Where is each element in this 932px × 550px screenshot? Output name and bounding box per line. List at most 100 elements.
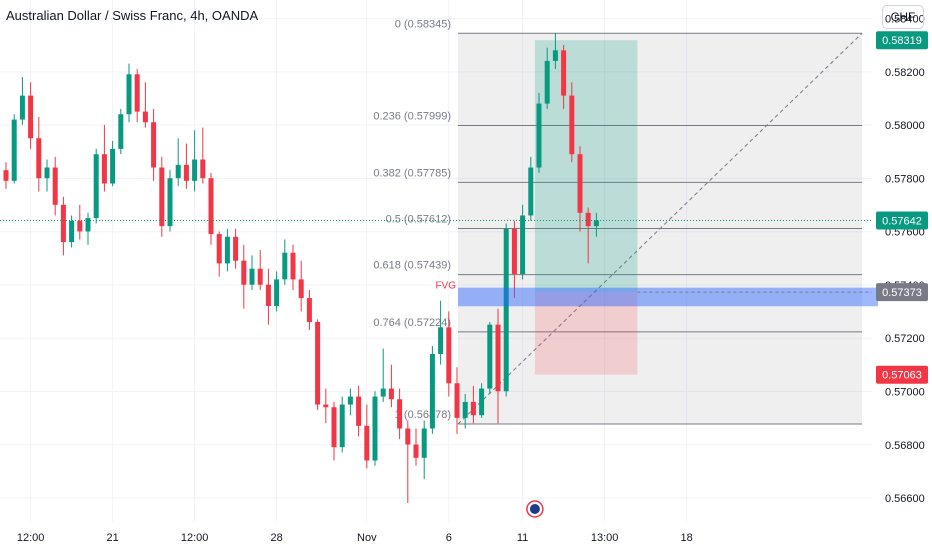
candle-body	[282, 252, 288, 280]
candle-body	[577, 154, 583, 213]
price-axis[interactable]: 0.584000.582000.580000.578000.576000.574…	[876, 14, 928, 505]
price-label-tag	[876, 211, 928, 230]
x-tick-label: Nov	[357, 532, 377, 544]
candle-body	[470, 401, 476, 416]
candle-body	[249, 268, 255, 285]
candle-body	[60, 204, 66, 243]
candle-body	[306, 298, 312, 322]
x-tick-label: 12:00	[181, 532, 209, 544]
price-label-text: 0.57642	[882, 216, 922, 228]
candle-body	[69, 220, 75, 243]
price-label-text: 0.57063	[882, 370, 922, 382]
candle-body	[44, 167, 50, 179]
candle-body	[511, 228, 517, 275]
x-tick-label: 11	[517, 532, 528, 544]
price-label-tag	[876, 283, 928, 302]
fvg-zone	[458, 287, 878, 307]
candle-body	[192, 159, 198, 181]
candle-body	[593, 220, 599, 227]
candle-body	[3, 170, 9, 181]
y-tick-label: 0.58000	[885, 120, 925, 132]
fvg-label: FVG	[435, 281, 456, 292]
x-tick-label: 28	[270, 532, 282, 544]
candle-body	[347, 396, 353, 405]
candle-body	[183, 164, 189, 181]
y-tick-label: 0.57600	[885, 227, 925, 239]
position-target-zone	[534, 40, 638, 293]
chart-overlay: FVG	[0, 220, 878, 518]
y-tick-label: 0.56600	[885, 493, 925, 505]
y-tick-label: 0.58400	[885, 14, 925, 26]
candle-body	[487, 324, 493, 389]
candle-body	[118, 114, 124, 149]
candle-body	[503, 228, 509, 392]
candle-body	[233, 236, 239, 261]
candle-body	[495, 324, 501, 392]
candle-body	[77, 220, 83, 232]
candle-body	[274, 279, 280, 307]
candle-body	[216, 234, 222, 264]
fib-level-label: 0 (0.58345)	[395, 18, 451, 30]
candle-body	[569, 95, 575, 155]
candle-body	[552, 50, 558, 61]
candle-body	[339, 404, 345, 448]
y-tick-label: 0.58200	[885, 67, 925, 79]
fib-trend-line	[457, 32, 863, 425]
candle-body	[290, 252, 296, 280]
time-axis[interactable]: 12:00 21 12:00 28 Nov 6 11 13:00 18	[17, 532, 693, 544]
candle-body	[380, 388, 386, 397]
candle-body	[561, 50, 567, 96]
candle-body	[298, 279, 304, 299]
candle-body	[142, 111, 148, 123]
candle-body	[134, 74, 140, 112]
position-stop-zone	[534, 292, 638, 375]
candle-body	[257, 268, 263, 285]
long-position-tool[interactable]	[534, 40, 638, 375]
price-label-tag	[876, 31, 928, 50]
x-tick-label: 21	[106, 532, 118, 544]
candle-body	[175, 164, 181, 179]
fibonacci-retracement[interactable]: 0 (0.58345) 0.236 (0.57999) 0.382 (0.57785…	[373, 18, 863, 425]
candle-body	[200, 159, 206, 179]
y-tick-label: 0.56800	[885, 440, 925, 452]
candle-body	[536, 103, 542, 168]
candle-body	[528, 167, 534, 216]
candle-body	[93, 154, 99, 219]
fib-level-label: 0.236 (0.57999)	[373, 110, 451, 122]
candle-body	[331, 407, 337, 448]
symbol-title: Australian Dollar / Swiss Franc, 4h, OAN…	[6, 8, 259, 23]
candle-body	[454, 383, 460, 418]
candle-body	[405, 428, 411, 445]
currency-button[interactable]: CHF	[882, 5, 924, 29]
economic-event-icon-inner	[529, 504, 540, 514]
candle-body	[28, 95, 34, 139]
fib-level-label: 0.5 (0.57612)	[386, 214, 451, 226]
candle-body	[208, 178, 214, 235]
x-tick-label: 13:00	[591, 532, 619, 544]
candle-body	[520, 215, 526, 275]
candle-body	[372, 396, 378, 461]
candle-body	[126, 74, 132, 115]
candle-body	[36, 138, 42, 179]
candle-body	[52, 167, 58, 205]
candle-body	[224, 236, 230, 264]
x-tick-label: 6	[446, 532, 452, 544]
candle-body	[315, 321, 321, 405]
candle-body	[241, 260, 247, 285]
candles	[3, 33, 599, 504]
candle-body	[159, 167, 165, 227]
price-label-tag	[876, 365, 928, 384]
fib-level-label: 1 (0.56878)	[395, 409, 451, 421]
candle-body	[19, 95, 25, 120]
candle-body	[397, 399, 403, 429]
candle-body	[11, 119, 17, 181]
price-label-text: 0.58319	[882, 35, 922, 47]
candle-body	[364, 425, 370, 461]
x-tick-label: 18	[680, 532, 692, 544]
x-tick-label: 12:00	[17, 532, 45, 544]
candle-body	[101, 154, 107, 184]
candle-body	[429, 353, 435, 429]
price-label-text: 0.57373	[882, 287, 922, 299]
y-tick-label: 0.57800	[885, 173, 925, 185]
